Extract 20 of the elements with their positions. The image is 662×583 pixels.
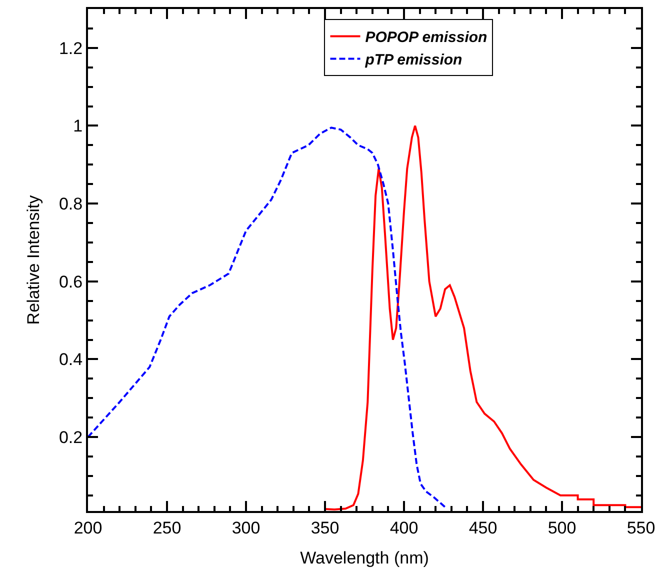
- x-tick-label: 200: [74, 518, 102, 538]
- line-series: [324, 124, 641, 510]
- x-tick-label: 500: [548, 518, 576, 538]
- x-tick-label: 400: [390, 518, 418, 538]
- y-tick-label: 1.2: [58, 38, 83, 58]
- y-tick-label: 0.8: [58, 194, 83, 214]
- x-tick-label: 300: [232, 518, 260, 538]
- legend-label: POPOP emission: [365, 29, 488, 46]
- y-tick-label: 0.2: [58, 428, 83, 448]
- x-tick-label: 250: [152, 518, 182, 538]
- line-series: [88, 126, 446, 508]
- y-tick-label: 0.4: [58, 350, 83, 370]
- y-tick-label: 0.6: [58, 272, 83, 292]
- x-axis-title: Wavelength (nm): [300, 548, 429, 568]
- x-tick-label: 450: [468, 518, 498, 538]
- y-tick-label: 1: [73, 116, 83, 136]
- legend-label: pTP emission: [364, 52, 462, 69]
- x-tick-label: 550: [626, 518, 656, 538]
- y-axis-title: Relative Intensity: [24, 194, 44, 325]
- x-tick-label: 350: [310, 518, 340, 538]
